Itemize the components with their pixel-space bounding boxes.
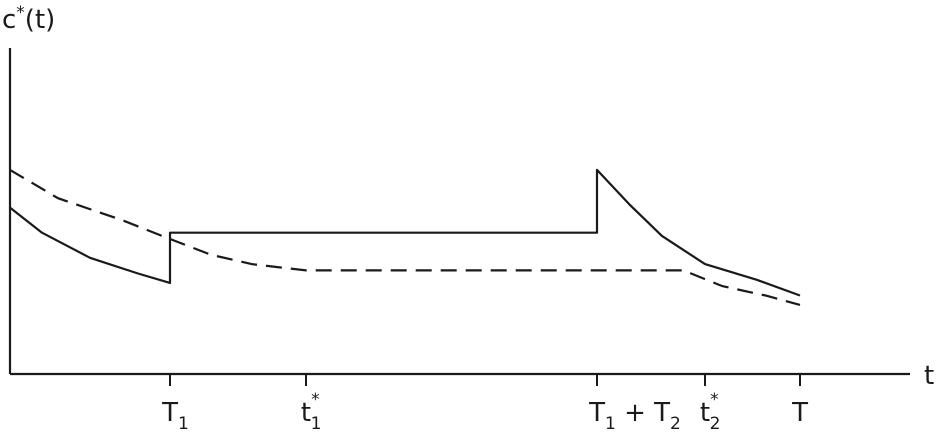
x-axis-label: t	[924, 361, 934, 391]
x-tick-label-t2star: t* 2	[700, 390, 721, 434]
x-tick-label-T: T	[791, 398, 808, 428]
x-tick-label-t1star: t* 1	[301, 390, 322, 434]
x-ticks: T1 t* 1 T1 + T2 t* 2 T	[161, 374, 808, 434]
y-axis-label: c*(t)	[2, 3, 55, 35]
series-dashed-line	[9, 168, 801, 306]
x-tick-label-T1plusT2: T1 + T2	[588, 398, 681, 434]
series-layer	[9, 168, 801, 306]
axes	[8, 48, 910, 376]
series-solid-line	[9, 168, 801, 297]
x-tick-label-T1: T1	[161, 398, 189, 434]
